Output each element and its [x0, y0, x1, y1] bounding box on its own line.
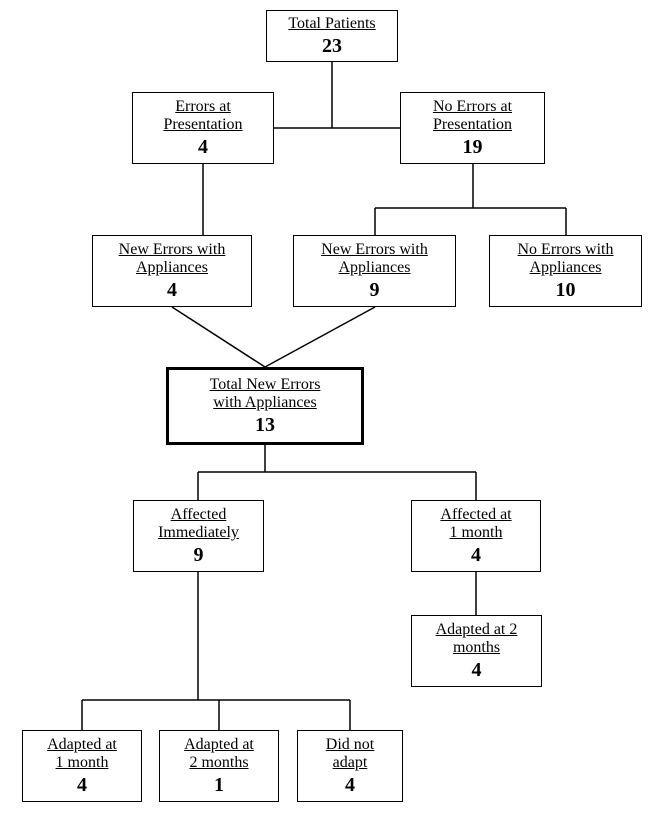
node-total-patients: Total Patients 23 — [266, 10, 398, 62]
node-value: 4 — [345, 774, 355, 796]
node-value: 4 — [471, 544, 481, 566]
node-errors-pres: Errors atPresentation4 — [132, 92, 274, 164]
node-value: 4 — [167, 279, 177, 301]
node-value: 19 — [463, 136, 483, 158]
node-no-errors-pres: No Errors atPresentation19 — [400, 92, 545, 164]
node-label: Total Patients — [288, 15, 375, 33]
node-no-err-appl: No Errors withAppliances10 — [489, 235, 642, 307]
node-value: 23 — [322, 35, 342, 57]
node-label: Adapted at2 months — [184, 736, 254, 773]
node-label: Errors atPresentation — [163, 98, 242, 135]
node-aff-1month: Affected at1 month4 — [411, 500, 541, 572]
node-adapted-2mo-l: Adapted at2 months1 — [159, 730, 279, 802]
node-total-new-err: Total New Errorswith Appliances13 — [166, 367, 364, 445]
node-label: New Errors withAppliances — [321, 241, 428, 278]
node-new-err-left: New Errors withAppliances4 — [92, 235, 252, 307]
node-label: No Errors withAppliances — [518, 241, 614, 278]
node-adapted-2mo-r: Adapted at 2months4 — [411, 615, 542, 687]
node-value: 10 — [556, 279, 576, 301]
node-value: 9 — [194, 544, 204, 566]
node-value: 4 — [472, 659, 482, 681]
node-value: 4 — [198, 136, 208, 158]
node-label: Adapted at 2months — [436, 621, 518, 658]
node-did-not-adapt: Did notadapt4 — [297, 730, 403, 802]
node-value: 4 — [77, 774, 87, 796]
node-label: New Errors withAppliances — [119, 241, 226, 278]
node-value: 1 — [214, 774, 224, 796]
node-label: Adapted at1 month — [47, 736, 117, 773]
node-label: Did notadapt — [326, 736, 374, 773]
node-aff-immediately: AffectedImmediately9 — [133, 500, 264, 572]
node-value: 9 — [370, 279, 380, 301]
node-new-err-right: New Errors withAppliances9 — [293, 235, 456, 307]
node-value: 13 — [255, 414, 275, 436]
node-label: AffectedImmediately — [158, 506, 239, 543]
node-label: Affected at1 month — [440, 506, 511, 543]
node-adapted-1mo: Adapted at1 month4 — [22, 730, 142, 802]
node-label: Total New Errorswith Appliances — [210, 376, 321, 413]
node-label: No Errors atPresentation — [433, 98, 512, 135]
